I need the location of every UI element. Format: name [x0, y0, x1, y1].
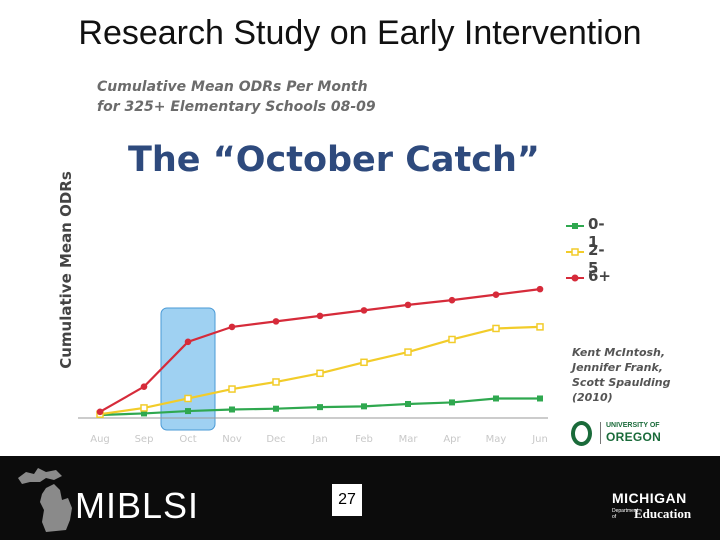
university-of-oregon-logo: UNIVERSITY OF OREGON — [571, 420, 671, 446]
series-1-point-6 — [360, 358, 368, 367]
series-2-point-3 — [228, 323, 236, 331]
x-tick-label-mar: Mar — [399, 434, 419, 445]
footer-bar: MIBLSI 27 MICHIGAN Department of Educati… — [0, 456, 720, 540]
series-0-point-4 — [273, 405, 279, 412]
mde-logo-education-text: Education — [634, 506, 692, 521]
mde-dept-line-2: of — [612, 514, 617, 520]
legend-label-2-5: 2-5 — [588, 241, 605, 277]
series-0-point-8 — [449, 399, 455, 406]
legend-label-6-plus: 6+ — [588, 267, 612, 285]
uo-logo-small-text: UNIVERSITY OF — [606, 422, 660, 429]
logo-divider — [600, 422, 601, 444]
series-0-point-10 — [537, 395, 543, 402]
uo-logo-big-text: OREGON — [606, 430, 662, 444]
legend-swatch-0-1 — [566, 223, 584, 229]
legend-label-0-1: 0-1 — [588, 215, 605, 251]
series-2-point-4 — [272, 318, 280, 325]
series-1-point-9 — [492, 324, 500, 333]
legend-swatch-6-plus — [566, 274, 584, 282]
series-2-point-1 — [140, 383, 148, 390]
citation-line-4: (2010) — [572, 391, 613, 404]
x-tick-label-sep: Sep — [135, 434, 154, 445]
x-tick-label-jun: Jun — [531, 434, 548, 445]
citation-line-3: Scott Spaulding — [572, 376, 671, 389]
x-tick-label-oct: Oct — [179, 434, 196, 445]
series-0-point-9 — [493, 395, 499, 402]
citation-line-2: Jennifer Frank, — [572, 361, 663, 374]
series-0-point-2 — [185, 408, 191, 415]
x-tick-label-aug: Aug — [90, 434, 110, 445]
series-2-point-8 — [448, 296, 456, 304]
y-axis-label: Cumulative Mean ODRs — [57, 171, 75, 369]
legend-swatch-2-5 — [566, 248, 584, 256]
series-2-point-5 — [316, 312, 324, 320]
michigan-education-logo: MICHIGAN Department of Education — [608, 490, 704, 530]
mde-dept-line-1: Department — [612, 508, 639, 514]
series-2-point-10 — [536, 285, 544, 293]
series-1-point-4 — [272, 378, 280, 386]
series-0-point-5 — [317, 404, 323, 411]
chart-headline: The “October Catch” — [128, 140, 540, 180]
x-tick-label-may: May — [486, 434, 507, 445]
mde-logo-michigan-text: MICHIGAN — [612, 490, 687, 506]
citation: Kent McIntosh, Jennifer Frank, Scott Spa… — [572, 345, 671, 405]
series-2-point-9 — [492, 291, 500, 298]
x-tick-label-dec: Dec — [266, 434, 285, 445]
x-tick-label-nov: Nov — [222, 434, 242, 445]
line-chart: Aug Sep Oct Nov Dec Jan Feb Mar Apr May Jun — [78, 285, 548, 445]
series-1-point-1 — [140, 404, 148, 412]
series-2-point-7 — [404, 301, 412, 309]
series-0-point-3 — [229, 406, 235, 413]
chart-subtitle-line-2: for 325+ Elementary Schools 08-09 — [97, 99, 376, 115]
michigan-map-icon — [18, 468, 72, 532]
series-1-point-8 — [448, 335, 456, 344]
x-tick-label-feb: Feb — [355, 434, 373, 445]
series-1-point-7 — [404, 348, 412, 356]
mde-logo-department-text: Department of — [612, 508, 638, 520]
series-2-point-2 — [184, 338, 192, 346]
miblsi-logo-text: MIBLSI — [75, 485, 200, 526]
series-2-point-6 — [360, 307, 368, 314]
x-tick-label-apr: Apr — [443, 434, 461, 445]
series-1-point-2 — [184, 394, 192, 403]
series-2-point-0 — [96, 408, 104, 416]
series-1-point-3 — [228, 385, 236, 393]
series-1-point-5 — [316, 369, 324, 378]
series-0-point-6 — [361, 403, 367, 410]
series-1-point-10 — [536, 323, 544, 331]
oregon-o-icon — [571, 421, 592, 446]
chart-subtitle-line-1: Cumulative Mean ODRs Per Month — [97, 79, 368, 95]
series-0-point-1 — [141, 410, 147, 417]
slide-title: Research Study on Early Intervention — [78, 14, 642, 52]
citation-line-1: Kent McIntosh, — [572, 346, 666, 359]
page-number: 27 — [332, 484, 362, 516]
series-0-point-7 — [405, 400, 411, 407]
x-tick-label-jan: Jan — [311, 434, 327, 445]
